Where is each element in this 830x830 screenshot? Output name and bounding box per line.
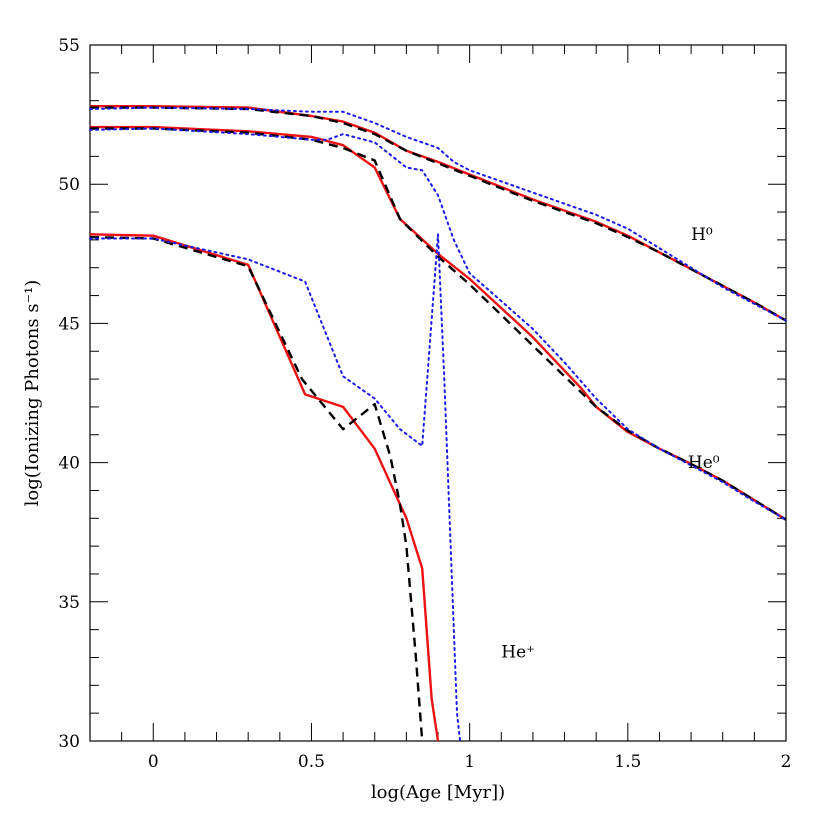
series-line-black-dashed-1 xyxy=(90,106,787,322)
series-line-blue-dotted-2 xyxy=(89,127,787,521)
series-line-blue-dotted-1 xyxy=(89,106,787,322)
x-tick-label: 1 xyxy=(464,752,475,772)
series-line-black-dashed-2 xyxy=(90,127,787,521)
plot-border xyxy=(89,44,787,742)
x-axis-label: log(Age [Myr]) xyxy=(371,782,505,803)
series-line-blue-dotted-3 xyxy=(89,233,462,742)
curve-label: H⁰ xyxy=(691,225,713,245)
series-line-red-solid-2 xyxy=(90,125,787,521)
series-line-red-solid-1 xyxy=(90,104,787,322)
y-tick-label: 45 xyxy=(58,314,80,334)
x-tick-label: 2 xyxy=(781,752,792,772)
y-axis-label: log(Ionizing Photons s⁻¹) xyxy=(22,280,43,507)
x-tick-label: 0 xyxy=(148,752,159,772)
x-tick-label: 1.5 xyxy=(614,752,641,772)
curve-label: He⁺ xyxy=(501,642,535,662)
y-tick-label: 55 xyxy=(58,36,80,56)
curve-labels: H⁰ He⁰ He⁺ xyxy=(501,225,720,663)
y-tick-label: 35 xyxy=(58,593,80,613)
curve-label: He⁰ xyxy=(688,453,720,473)
series-line-black-dashed-3 xyxy=(89,235,424,742)
series-line-red-solid-3 xyxy=(89,233,440,742)
y-tick-label: 40 xyxy=(58,454,80,474)
y-tick-label: 30 xyxy=(58,732,80,752)
axis-ticks xyxy=(89,44,787,742)
plot-frame xyxy=(89,44,787,742)
y-tick-label: 50 xyxy=(58,175,80,195)
x-tick-label: 0.5 xyxy=(298,752,325,772)
series-group xyxy=(89,104,787,742)
tick-labels: 0 0.5 1 1.5 2 30 35 40 45 50 55 xyxy=(58,36,791,772)
